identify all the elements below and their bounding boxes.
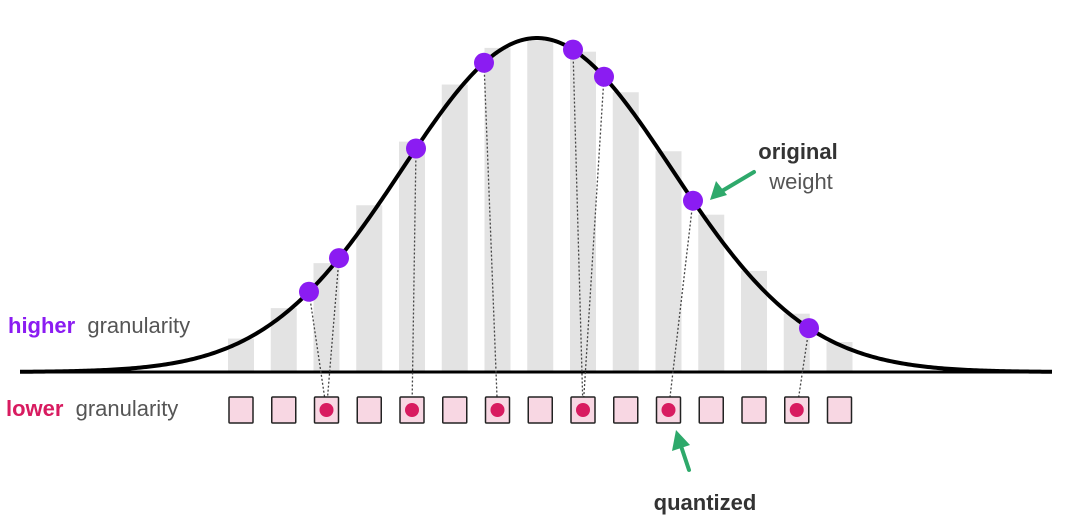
histogram-bar	[741, 270, 767, 372]
mapping-line	[411, 148, 417, 411]
higher-granularity-label: higher granularity	[8, 313, 190, 338]
quantization-cell	[527, 396, 553, 424]
quantization-cell	[741, 396, 767, 424]
mapping-lines	[308, 49, 810, 411]
original-weight-point	[683, 190, 703, 211]
quantized-point	[319, 403, 334, 417]
quantized-arrow-head	[672, 430, 690, 451]
histogram-bar	[612, 92, 639, 372]
higher-word: higher	[8, 313, 76, 338]
quantized-point	[405, 403, 419, 417]
quantized-arrow-shaft	[679, 444, 691, 472]
lower-granularity-label: lower granularity	[6, 396, 178, 421]
histogram-bar	[270, 308, 297, 372]
quantization-cell	[356, 396, 382, 424]
histogram-bar	[399, 141, 425, 372]
lower-granularity-word: granularity	[76, 396, 179, 421]
original-label: original	[758, 139, 837, 164]
quantization-cell	[826, 396, 853, 424]
mapping-line	[483, 62, 499, 411]
mapping-line	[572, 49, 584, 411]
quantization-cell	[613, 396, 639, 424]
histogram-bar	[527, 40, 554, 373]
weight-label: weight	[768, 169, 833, 194]
histogram-bars	[228, 40, 853, 373]
original-weights	[299, 39, 819, 339]
quantization-cell	[698, 396, 724, 424]
quantization-cell	[442, 396, 468, 424]
original-weight-arrow-head	[710, 181, 727, 200]
original-weight-point	[329, 248, 349, 269]
quantized-cells	[228, 396, 853, 424]
histogram-bar	[441, 84, 468, 372]
histogram-bar	[655, 151, 682, 372]
quantized-point	[661, 403, 676, 417]
quantized-point	[789, 403, 804, 417]
distribution-curve	[19, 36, 1053, 374]
original-weight-point	[563, 39, 583, 60]
original-weight-arrow-shaft	[720, 170, 756, 193]
quantized-point	[490, 403, 505, 417]
higher-granularity-word: granularity	[87, 313, 190, 338]
mapping-line	[667, 200, 694, 411]
lower-word: lower	[6, 396, 64, 421]
mapping-line	[325, 258, 340, 411]
histogram-bar	[313, 263, 340, 372]
histogram-bar	[570, 51, 596, 372]
annotation-arrows	[672, 170, 756, 472]
original-weight-point	[594, 66, 614, 87]
original-weight-point	[799, 318, 819, 339]
original-weight-point	[474, 52, 494, 73]
quantized-point	[576, 403, 590, 417]
quantization-cell	[228, 396, 254, 424]
original-weight-point	[406, 138, 426, 159]
original-weight-point	[299, 281, 319, 302]
quantization-cell	[271, 396, 297, 424]
histogram-bar	[484, 47, 511, 372]
quantized-label: quantized	[654, 490, 757, 515]
